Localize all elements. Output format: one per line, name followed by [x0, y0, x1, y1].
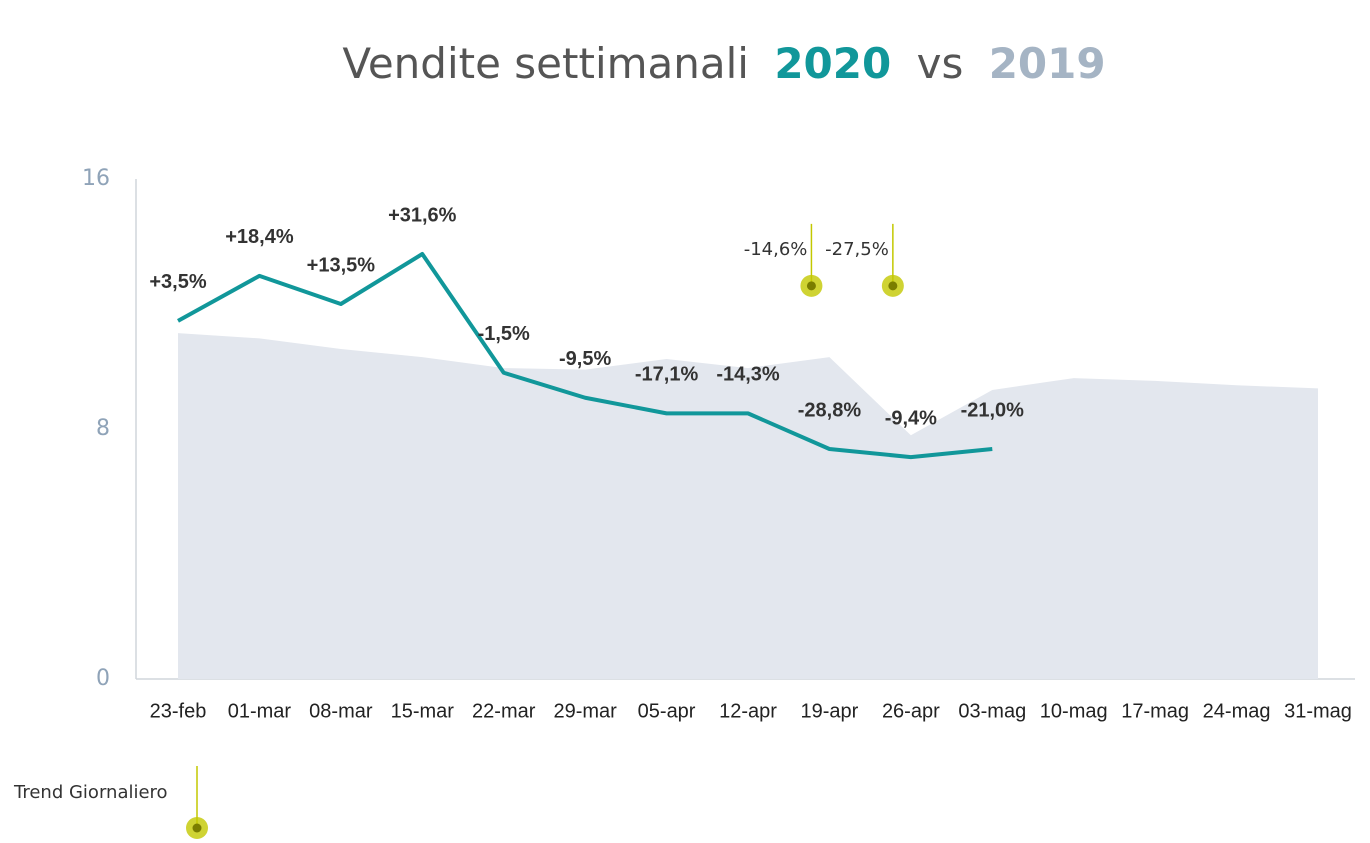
trend-marker-core [806, 281, 816, 291]
x-tick-label: 26-apr [882, 700, 940, 722]
x-tick-label: 29-mar [553, 700, 617, 722]
x-tick-label: 10-mag [1040, 700, 1108, 722]
point-label: +3,5% [149, 271, 206, 293]
x-tick-label: 05-apr [638, 700, 696, 722]
point-label: +31,6% [388, 204, 457, 226]
point-label: +18,4% [225, 226, 294, 248]
x-tick-label: 08-mar [309, 700, 373, 722]
x-tick-label: 15-mar [391, 700, 455, 722]
x-tick-label: 17-mag [1121, 700, 1189, 722]
line-2020 [177, 252, 993, 460]
title-text: Vendite settimanali [342, 39, 749, 88]
trend-label: -27,5% [825, 239, 889, 260]
title-series-a: 2020 [774, 39, 891, 88]
title-series-b: 2019 [989, 39, 1106, 88]
point-label: -14,3% [716, 364, 780, 386]
x-tick-label: 03-mag [958, 700, 1026, 722]
x-tick-label: 23-feb [150, 700, 207, 722]
y-tick-label: 8 [96, 416, 110, 441]
x-tick-label: 12-apr [719, 700, 777, 722]
legend-label: Trend Giornaliero [13, 782, 168, 803]
x-tick-label: 31-mag [1284, 700, 1352, 722]
point-label: -28,8% [798, 399, 862, 421]
point-label: -21,0% [961, 399, 1025, 421]
x-tick-label: 19-apr [801, 700, 859, 722]
x-tick-label: 22-mar [472, 700, 536, 722]
point-label: -9,4% [885, 407, 937, 429]
chart-title: Vendite settimanali 2020 vs 2019 [342, 39, 1105, 88]
title-joiner: vs [917, 39, 964, 88]
x-tick-label: 24-mag [1203, 700, 1271, 722]
trend-marker-core [192, 823, 202, 833]
y-tick-label: 0 [96, 666, 110, 691]
y-tick-label: 16 [82, 166, 110, 191]
trend-label: -14,6% [744, 239, 808, 260]
trend-marker-core [888, 281, 898, 291]
point-label: -1,5% [478, 323, 530, 345]
point-label: -17,1% [635, 364, 699, 386]
point-label: +13,5% [307, 254, 376, 276]
area-2019 [178, 333, 1318, 679]
x-tick-label: 01-mar [228, 700, 292, 722]
point-label: -9,5% [559, 348, 611, 370]
